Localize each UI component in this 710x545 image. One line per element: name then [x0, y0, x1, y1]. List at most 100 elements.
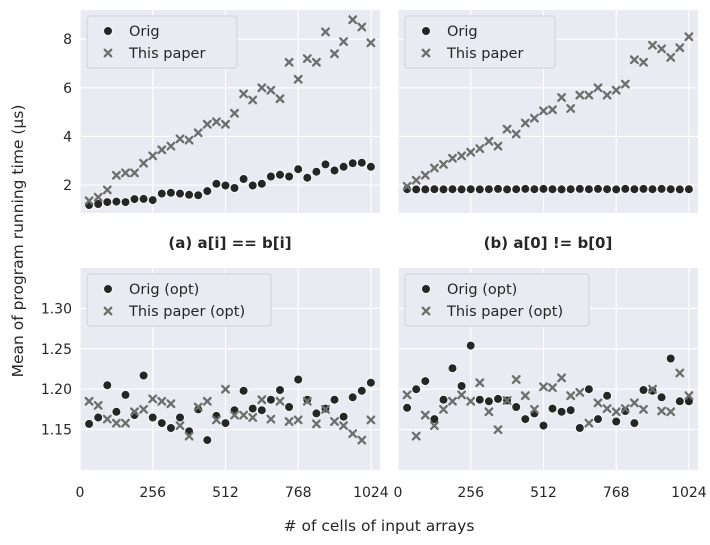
- legend-box: [404, 15, 556, 69]
- data-point-paper: [475, 378, 485, 388]
- legend-label-paper: This paper: [446, 46, 523, 62]
- x-tick-label: 0: [394, 485, 403, 501]
- data-point-paper: [339, 37, 349, 47]
- legend-label-paper: This paper (opt): [446, 304, 563, 320]
- data-point-orig: [447, 184, 458, 195]
- data-point-paper: [475, 144, 485, 154]
- caption-b: (b) a[0] != b[0]: [484, 234, 613, 252]
- data-point-paper: [584, 418, 594, 428]
- data-point-orig: [138, 370, 149, 381]
- data-point-paper: [121, 418, 130, 428]
- data-point-paper: [230, 108, 239, 118]
- data-point-orig: [565, 184, 576, 195]
- data-point-paper: [330, 417, 339, 426]
- data-point-paper: [348, 15, 358, 25]
- legend-marker-orig: [103, 26, 113, 36]
- data-point-orig: [266, 171, 276, 182]
- data-point-paper: [166, 141, 176, 151]
- data-point-paper: [184, 135, 194, 145]
- data-point-paper: [266, 85, 276, 95]
- data-point-orig: [329, 165, 340, 176]
- data-point-orig: [593, 414, 603, 424]
- data-point-paper: [166, 399, 176, 409]
- data-point-orig: [593, 184, 603, 194]
- data-point-paper: [448, 396, 457, 406]
- legend-label-orig: Orig (opt): [129, 282, 199, 298]
- data-point-orig: [656, 392, 667, 403]
- data-point-orig: [347, 158, 358, 169]
- legend-box: [86, 273, 272, 327]
- data-point-orig: [456, 184, 467, 195]
- data-point-paper: [248, 413, 258, 422]
- data-point-orig: [411, 384, 422, 395]
- data-point-orig: [366, 162, 376, 172]
- data-point-paper: [193, 128, 203, 138]
- data-point-orig: [484, 396, 494, 407]
- data-point-paper: [84, 196, 94, 206]
- data-point-orig: [429, 414, 440, 424]
- data-point-paper: [620, 404, 630, 414]
- x-tick-label: 0: [76, 485, 85, 501]
- data-point-paper: [639, 57, 648, 67]
- data-point-paper: [529, 113, 539, 123]
- data-point-paper: [466, 147, 476, 157]
- data-point-orig: [211, 179, 222, 189]
- data-point-orig: [93, 199, 103, 209]
- data-point-paper: [257, 83, 267, 93]
- data-point-paper: [139, 158, 149, 168]
- data-point-paper: [330, 49, 339, 59]
- data-point-orig: [538, 420, 549, 431]
- data-point-orig: [620, 406, 631, 416]
- data-point-paper: [111, 418, 121, 428]
- legend-label-orig: Orig (opt): [447, 282, 517, 298]
- data-point-orig: [484, 184, 494, 195]
- data-point-paper: [121, 168, 130, 178]
- data-point-orig: [284, 171, 294, 182]
- data-point-paper: [611, 407, 621, 417]
- data-point-orig: [84, 419, 94, 429]
- data-point-paper: [102, 185, 112, 195]
- y-axis-label: Mean of program running time (µs): [9, 105, 27, 378]
- data-point-paper: [457, 390, 467, 400]
- data-point-paper: [302, 396, 312, 406]
- data-point-paper: [548, 383, 557, 393]
- data-point-paper: [357, 22, 367, 32]
- data-point-orig: [175, 188, 185, 199]
- data-point-orig: [366, 377, 376, 388]
- data-point-paper: [511, 129, 521, 139]
- legend-marker-orig: [421, 284, 431, 294]
- data-point-orig: [329, 394, 340, 405]
- data-point-paper: [239, 410, 249, 420]
- data-point-orig: [347, 392, 358, 403]
- data-point-orig: [602, 390, 612, 401]
- data-point-orig: [465, 340, 476, 351]
- data-point-orig: [311, 408, 322, 419]
- x-tick-label: 512: [530, 485, 557, 501]
- data-point-orig: [166, 423, 176, 433]
- data-point-orig: [474, 394, 485, 405]
- legend-label-paper: This paper (opt): [128, 304, 245, 320]
- data-point-orig: [647, 184, 658, 195]
- data-point-paper: [402, 181, 412, 191]
- chart-panel-a: 2 4 6 8 Orig This paper: [63, 10, 380, 213]
- data-point-orig: [629, 184, 640, 195]
- data-point-orig: [584, 184, 594, 195]
- legend-marker-paper: [103, 306, 113, 316]
- data-point-orig: [584, 384, 594, 395]
- legend-box: [404, 273, 590, 327]
- data-point-paper: [648, 40, 657, 50]
- data-point-orig: [420, 184, 431, 195]
- data-point-paper: [302, 54, 312, 64]
- data-point-paper: [93, 400, 103, 410]
- data-point-orig: [275, 385, 285, 395]
- data-point-paper: [275, 396, 285, 406]
- data-point-paper: [248, 95, 258, 105]
- data-point-orig: [202, 186, 213, 196]
- data-point-paper: [539, 382, 548, 392]
- data-point-orig: [247, 180, 258, 191]
- data-point-orig: [147, 195, 158, 205]
- data-point-orig: [574, 423, 585, 433]
- data-point-orig: [111, 406, 122, 417]
- data-point-orig: [602, 184, 612, 195]
- data-point-orig: [684, 184, 694, 195]
